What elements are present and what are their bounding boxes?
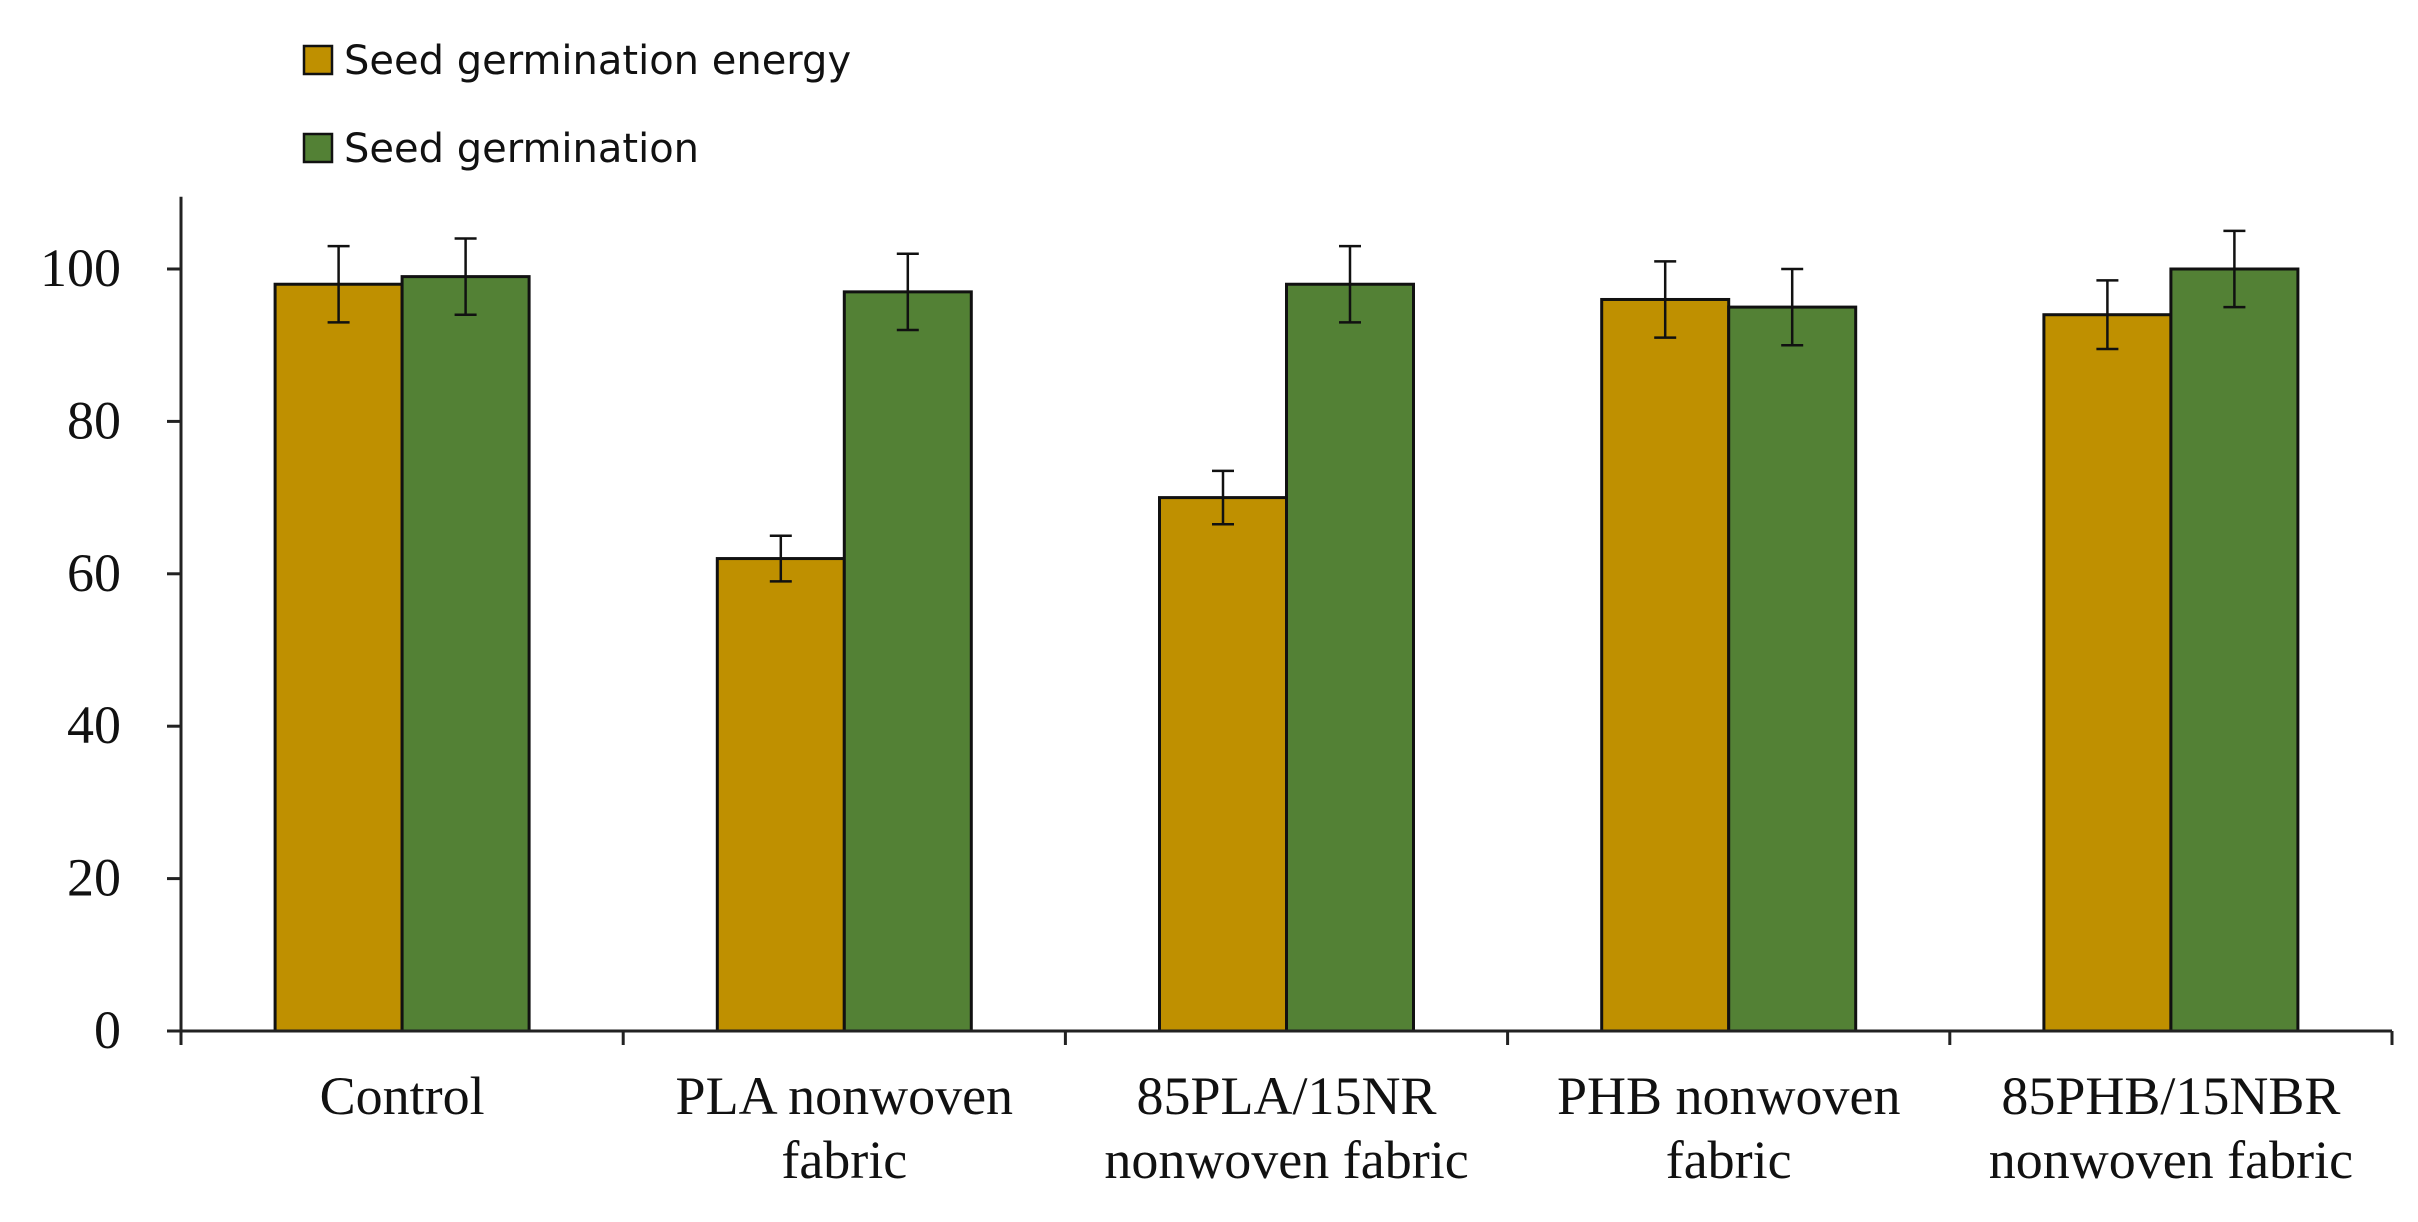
error-bar [769,534,792,583]
y-tick-label: 40 [67,695,121,755]
x-category-label: 85PHB/15NBR [2001,1066,2340,1126]
x-axis: Control PLA nonwovenfabric85PLA/15NRnonwo… [179,1029,2394,1190]
error-bar [2096,279,2119,351]
bars [273,267,2300,1033]
x-category-label: fabric [781,1130,907,1190]
error-bar [2223,229,2246,309]
error-bar [1339,244,1361,324]
bar-germination [2169,267,2300,1033]
y-tick-label: 100 [40,238,121,298]
legend-swatch [302,44,334,76]
legend-swatch [302,132,334,164]
x-category-label: PLA nonwoven [676,1066,1014,1126]
error-bar [327,244,350,324]
error-bar [1212,469,1234,526]
bar-germination [1727,305,1858,1033]
bar-germination-energy [1600,297,1731,1033]
x-category-label: fabric [1666,1130,1792,1190]
error-bars [327,229,2246,583]
y-tick-label: 60 [67,543,121,603]
legend: Seed germination energy Seed germination [302,38,851,172]
y-tick-label: 0 [94,1000,121,1060]
bar-germination [400,275,531,1033]
x-category-label: nonwoven fabric [1104,1130,1468,1190]
legend-label: Seed germination energy [344,38,851,84]
bar-germination-energy [715,557,846,1033]
bar-germination-energy [1158,496,1288,1033]
bar-germination-energy [2042,313,2173,1033]
x-category-label: Control [320,1066,485,1126]
bar-germination [1285,282,1415,1033]
error-bar [1781,267,1804,347]
x-category-label: 85PLA/15NR [1136,1066,1436,1126]
y-axis: 0 20 40 60 80 100 [40,196,183,1060]
x-category-label: PHB nonwoven [1557,1066,1901,1126]
y-tick-label: 20 [67,848,121,908]
bar-germination [842,290,973,1033]
error-bar [454,237,477,316]
x-category-label: nonwoven fabric [1989,1130,2353,1190]
y-tick-label: 80 [67,390,121,450]
error-bar [1654,260,1677,339]
bar-germination-energy [273,282,404,1033]
legend-label: Seed germination [344,126,699,172]
error-bar [896,252,919,332]
